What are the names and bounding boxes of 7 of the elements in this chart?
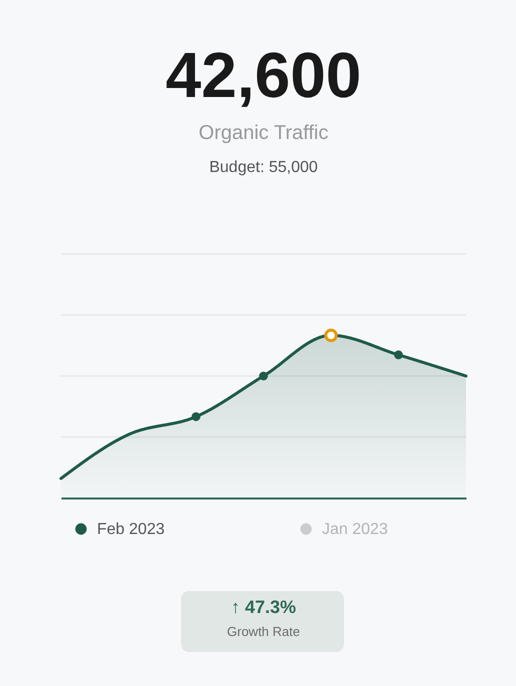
- text: ↑ 47.3%: [230, 597, 296, 617]
- text: Budget: 55,000: [209, 159, 318, 176]
- legend-label: Jan 2023: [322, 521, 388, 538]
- chart-title: 42,600: [166, 39, 362, 111]
- chart-subtitle: Organic Traffic: [198, 122, 328, 144]
- text: Growth Rate: [227, 624, 300, 639]
- legend-label: Feb 2023: [97, 521, 165, 538]
